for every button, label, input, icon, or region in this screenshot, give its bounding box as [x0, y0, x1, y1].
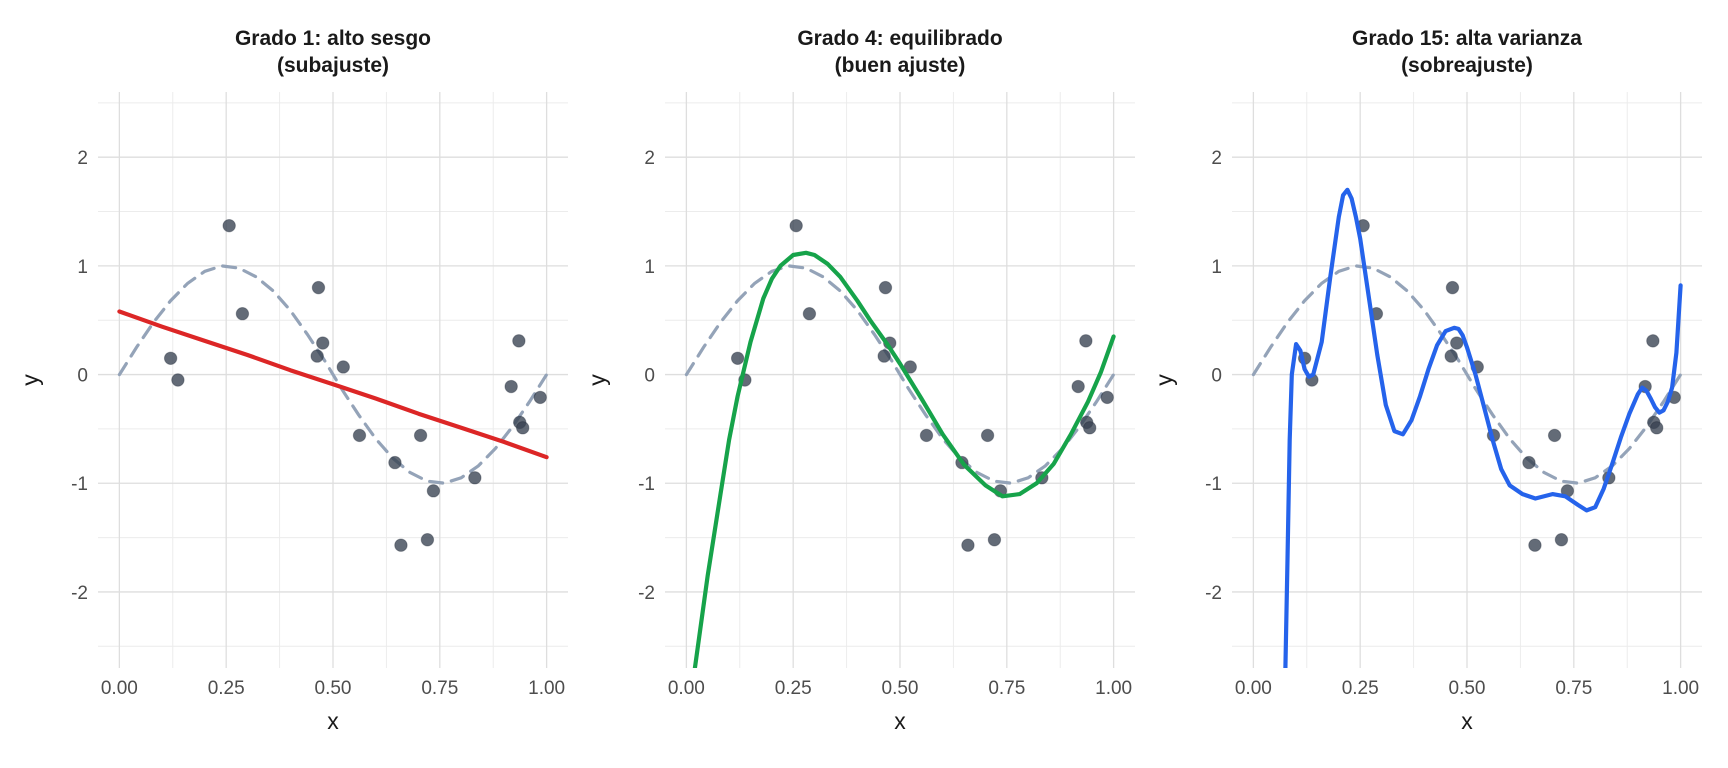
- data-point: [802, 307, 817, 321]
- data-point: [1547, 428, 1562, 443]
- y-axis-label: y: [1151, 374, 1177, 386]
- fitted-curve-degree-15: [1283, 187, 1683, 668]
- x-tick-label: 0.25: [775, 678, 812, 699]
- x-tick-label: 0.25: [208, 678, 245, 699]
- y-tick-label: 2: [644, 148, 655, 169]
- y-axis-label: y: [584, 374, 610, 386]
- data-point: [504, 379, 518, 394]
- data-point: [1445, 280, 1460, 295]
- data-point: [961, 538, 975, 552]
- data-point: [533, 390, 547, 405]
- data-point: [730, 351, 745, 365]
- plot-area: [1251, 187, 1683, 668]
- data-point: [1100, 390, 1114, 405]
- data-point: [336, 360, 350, 374]
- true-function-curve: [117, 264, 549, 485]
- y-tick-label: -1: [638, 474, 655, 495]
- data-point: [1646, 334, 1660, 348]
- data-point: [1650, 421, 1664, 435]
- panel-title: (sobreajuste): [1401, 54, 1533, 77]
- fitted-curve-degree-4: [692, 250, 1116, 668]
- panel-title: (buen ajuste): [835, 54, 966, 77]
- y-tick-label: 1: [644, 257, 655, 278]
- panel-3: 0.00 0.25 0.50 0.75 1.00 -2 -1 0 1 2 x y Grado 15: a…: [1151, 27, 1702, 734]
- y-tick-label: 1: [1211, 257, 1222, 278]
- y-axis-label: y: [17, 374, 43, 386]
- y-tick-label: -2: [1205, 583, 1222, 604]
- panel-title: Grado 4: equilibrado: [797, 27, 1002, 50]
- x-tick-label: 0.50: [882, 678, 919, 699]
- data-point: [877, 349, 891, 363]
- data-point: [394, 538, 408, 552]
- x-axis-label: x: [327, 708, 339, 734]
- fitted-curve-degree-1: [117, 309, 549, 460]
- data-point: [1071, 379, 1085, 394]
- data-point: [222, 218, 236, 233]
- data-point: [987, 533, 1002, 547]
- panel-2: 0.00 0.25 0.50 0.75 1.00 -2 -1 0 1 2 x y Grado 4: eq…: [584, 27, 1135, 734]
- x-tick-label: 0.75: [988, 678, 1025, 699]
- data-point: [235, 307, 250, 321]
- panel-1: 0.00 0.25 0.50 0.75 1.00 -2 -1 0 1 2 x y Grado 1: al…: [17, 27, 568, 734]
- y-tick-label: -1: [1205, 474, 1222, 495]
- data-point: [468, 471, 482, 485]
- y-tick-label: 0: [77, 366, 88, 387]
- y-tick-label: 1: [77, 257, 88, 278]
- data-point: [1079, 334, 1093, 348]
- data-point: [426, 484, 441, 498]
- data-point: [980, 428, 995, 443]
- x-tick-label: 0.75: [1555, 678, 1592, 699]
- data-point: [1528, 538, 1542, 552]
- data-point: [512, 334, 526, 348]
- data-point: [311, 280, 326, 295]
- data-point: [1450, 336, 1464, 350]
- x-tick-label: 0.50: [1449, 678, 1486, 699]
- x-tick-label: 0.00: [101, 678, 138, 699]
- x-tick-label: 1.00: [1662, 678, 1699, 699]
- plot-area: [684, 218, 1116, 668]
- panel-title: Grado 15: alta varianza: [1352, 27, 1582, 50]
- data-point: [316, 336, 330, 350]
- grid: [98, 92, 568, 668]
- x-tick-label: 1.00: [528, 678, 565, 699]
- data-point: [388, 455, 402, 470]
- data-point: [878, 280, 893, 295]
- panel-title: Grado 1: alto sesgo: [235, 27, 431, 50]
- data-point: [1522, 455, 1536, 470]
- y-tick-label: -2: [71, 583, 88, 604]
- plot-area: [117, 218, 549, 552]
- data-point: [516, 421, 530, 435]
- x-tick-label: 0.75: [421, 678, 458, 699]
- data-point: [310, 349, 324, 363]
- data-point: [413, 428, 428, 443]
- y-tick-label: 0: [644, 366, 655, 387]
- x-tick-label: 0.00: [1235, 678, 1272, 699]
- data-point: [171, 373, 185, 387]
- x-tick-label: 0.25: [1342, 678, 1379, 699]
- panel-title: (subajuste): [277, 54, 389, 77]
- y-tick-label: 2: [77, 148, 88, 169]
- y-tick-label: 2: [1211, 148, 1222, 169]
- data-point: [1083, 421, 1097, 435]
- data-point: [352, 428, 367, 443]
- data-point: [1554, 533, 1569, 547]
- x-axis-label: x: [894, 708, 906, 734]
- y-tick-label: -2: [638, 583, 655, 604]
- data-point: [919, 428, 934, 443]
- true-function-curve: [684, 264, 1116, 485]
- data-point: [163, 351, 178, 365]
- data-point: [789, 218, 803, 233]
- y-tick-label: -1: [71, 474, 88, 495]
- grid: [665, 92, 1135, 668]
- data-point: [1444, 349, 1458, 363]
- data-point: [420, 533, 435, 547]
- y-tick-label: 0: [1211, 366, 1222, 387]
- grid: [1232, 92, 1702, 668]
- x-axis-label: x: [1461, 708, 1473, 734]
- x-tick-label: 0.50: [315, 678, 352, 699]
- x-tick-label: 0.00: [668, 678, 705, 699]
- x-tick-label: 1.00: [1095, 678, 1132, 699]
